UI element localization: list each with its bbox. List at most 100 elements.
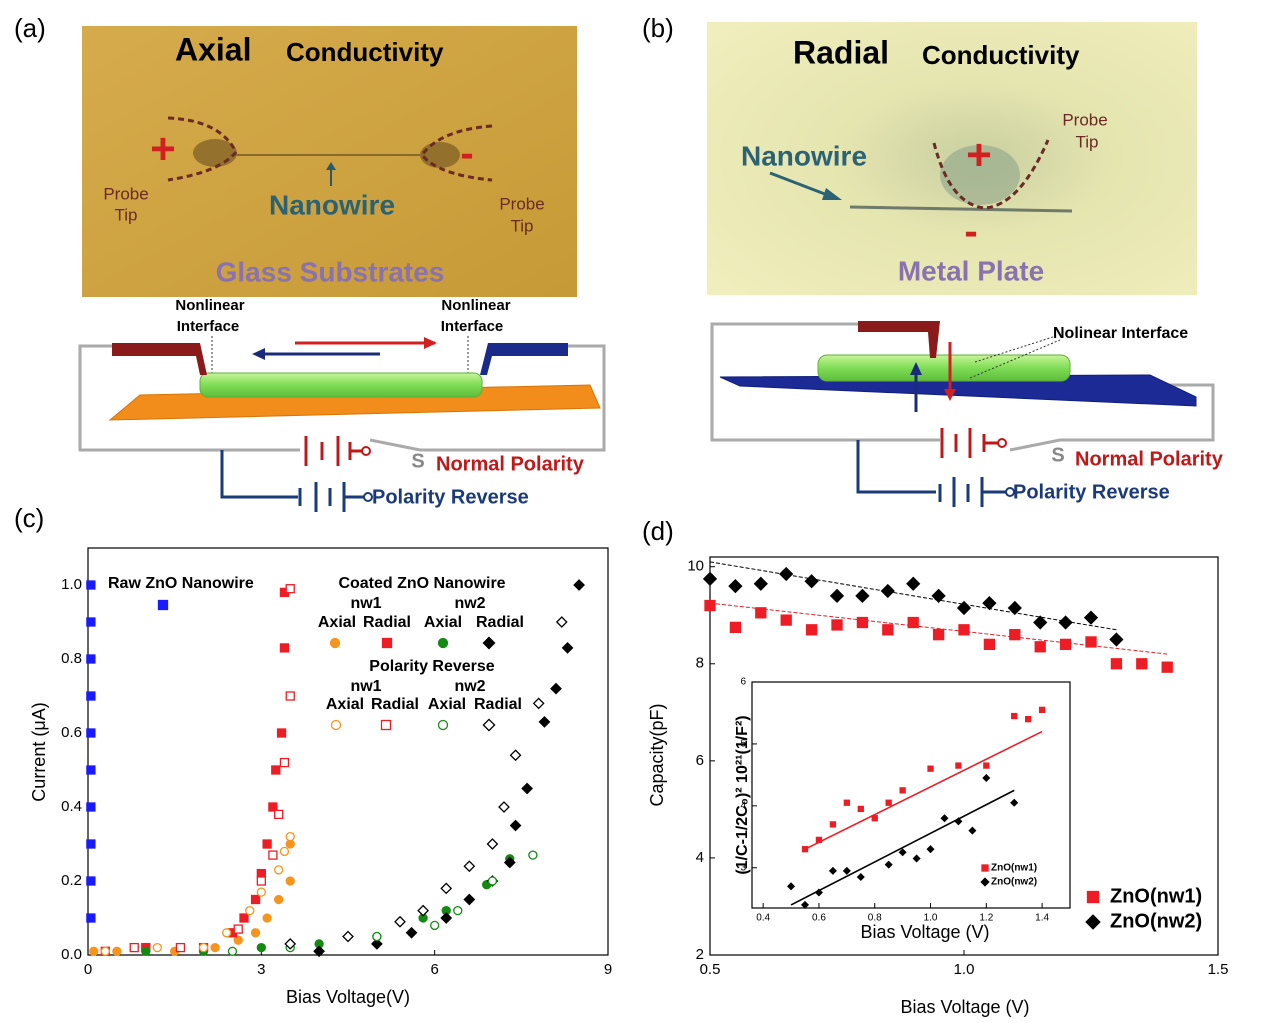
normal-label: Normal Polarity xyxy=(436,453,585,475)
data-point xyxy=(702,571,718,586)
wire xyxy=(78,344,300,452)
data-point xyxy=(800,900,810,909)
data-point xyxy=(86,913,96,923)
data-point xyxy=(233,935,243,945)
fit-line xyxy=(709,561,1117,631)
data-point xyxy=(779,566,794,582)
data-point xyxy=(285,876,295,886)
minus: - xyxy=(460,132,473,176)
x-tick-label: 3 xyxy=(257,961,265,978)
data-point xyxy=(932,629,945,641)
data-point xyxy=(86,876,96,886)
data-point xyxy=(256,887,266,897)
data-point xyxy=(498,801,510,813)
legend-marker xyxy=(329,637,341,649)
probe-label: Probe xyxy=(1062,110,1107,129)
data-point xyxy=(573,579,585,591)
chart: 0.4 0.6 0.8 1.0 1.2 1.4 3 4 5 6 Bias Voltage (V) (1… xyxy=(734,677,1071,942)
data-point xyxy=(532,697,545,710)
probe-outline xyxy=(932,139,1050,210)
annotation: nw1 xyxy=(350,595,381,612)
terminal xyxy=(361,446,371,456)
data-point xyxy=(274,809,284,820)
data-point xyxy=(285,831,295,842)
title: Conductivity xyxy=(922,40,1080,70)
legend-label: Radial xyxy=(474,696,522,713)
data-point xyxy=(927,765,934,772)
x-tick-label: 1.2 xyxy=(979,913,993,924)
switch-label: S xyxy=(411,450,424,472)
data-point xyxy=(982,773,991,782)
data-point xyxy=(1009,629,1021,641)
legend-label: ZnO(nw2) xyxy=(991,877,1037,888)
y-tick-label: 0.0 xyxy=(61,946,82,963)
data-point xyxy=(521,782,533,795)
interface-label: Nolinear Interface xyxy=(1053,325,1188,342)
data-point xyxy=(256,876,266,886)
x-tick-label: 0.4 xyxy=(756,913,770,924)
data-point xyxy=(912,854,921,863)
panel-label: (a) xyxy=(14,13,46,43)
data-point xyxy=(728,579,743,594)
probe-label: Probe xyxy=(103,184,148,203)
data-point xyxy=(956,600,972,616)
data-point xyxy=(233,924,243,934)
terminal xyxy=(363,492,373,502)
x-tick-label: 0.6 xyxy=(812,913,826,924)
data-point xyxy=(274,865,284,875)
y-tick-label: 3 xyxy=(740,862,746,873)
wire xyxy=(220,450,298,499)
data-point xyxy=(285,584,295,594)
x-tick-label: 0.8 xyxy=(868,913,882,924)
probe-outline xyxy=(167,116,238,182)
legend-marker xyxy=(437,719,449,731)
probe-outline xyxy=(420,124,493,182)
title: Radial xyxy=(793,34,889,70)
arrow-head xyxy=(424,337,437,349)
x-tick-label: 9 xyxy=(604,961,612,978)
y-axis-label: Current (μA) xyxy=(29,702,49,801)
data-point xyxy=(279,757,290,768)
data-point xyxy=(954,817,963,826)
arrow-head xyxy=(910,362,922,375)
data-point xyxy=(342,930,354,943)
y-axis-label: Capacity(pF) xyxy=(647,703,667,806)
nanowire-label: Nanowire xyxy=(269,189,395,220)
data-point xyxy=(856,616,869,629)
arrow xyxy=(769,171,831,198)
data-point xyxy=(804,574,819,589)
x-tick-label: 6 xyxy=(430,961,438,978)
nanowire-tube xyxy=(199,372,483,398)
probe-shadow xyxy=(940,145,1020,205)
legend-marker xyxy=(980,877,990,887)
data-point xyxy=(842,866,851,875)
data-point xyxy=(86,765,96,775)
data-point xyxy=(86,728,96,738)
y-tick-label: 8 xyxy=(696,655,704,672)
probe xyxy=(112,343,207,375)
battery xyxy=(938,477,1006,507)
legend-label: Axial xyxy=(326,696,364,713)
data-point xyxy=(405,926,418,939)
photo xyxy=(82,26,577,297)
data-point xyxy=(440,912,453,924)
data-point xyxy=(815,836,823,844)
y-tick-label: 0.6 xyxy=(61,724,82,741)
data-point xyxy=(926,845,935,854)
y-tick-label: 2 xyxy=(696,946,704,963)
legend-marker xyxy=(157,599,169,611)
nanowire-label: Nanowire xyxy=(741,140,867,171)
battery xyxy=(304,436,362,466)
data-point xyxy=(899,787,906,794)
data-point xyxy=(112,946,122,956)
data-point xyxy=(268,850,278,860)
legend-label: Radial xyxy=(371,696,419,713)
probe xyxy=(858,321,940,358)
data-point xyxy=(430,920,440,931)
legend-label: Axial xyxy=(318,614,356,631)
data-point xyxy=(487,876,498,886)
data-point xyxy=(538,716,551,728)
panel-b: (b) Radial Conductivity + - Probe Tip Na… xyxy=(642,13,1224,507)
data-point xyxy=(880,583,895,599)
data-point xyxy=(100,946,110,956)
